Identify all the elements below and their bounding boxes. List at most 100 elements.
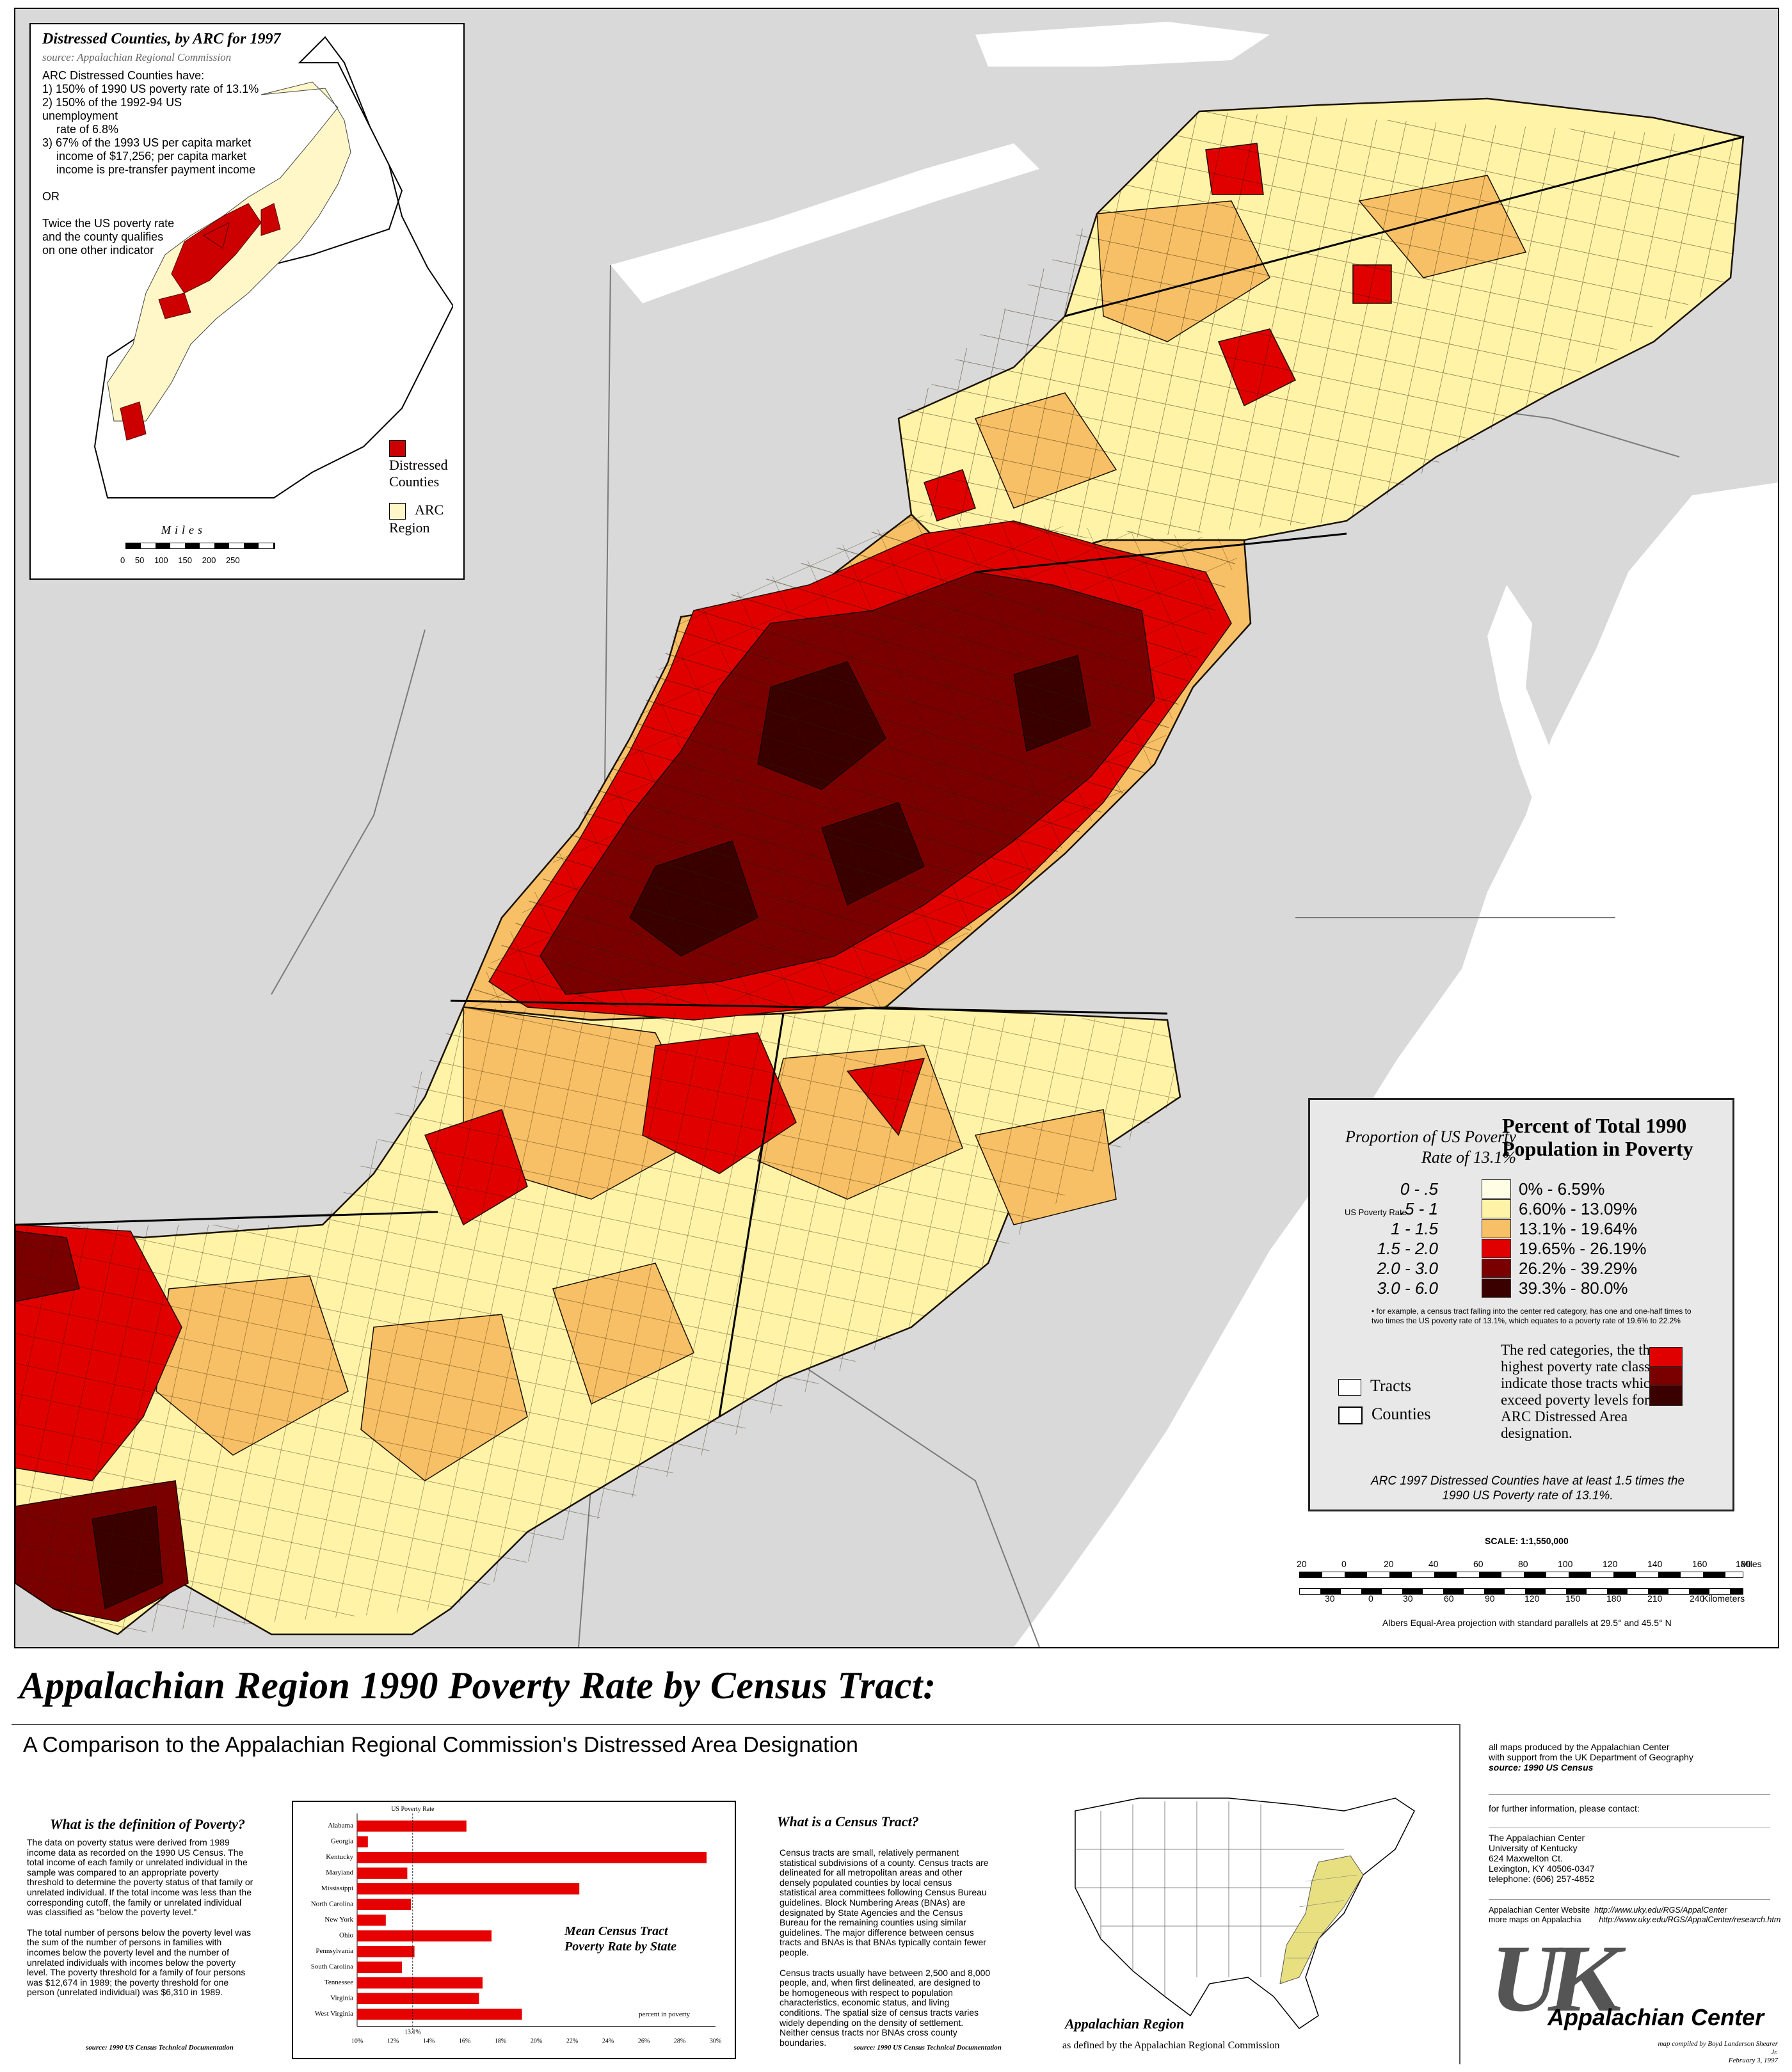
- legend-range: 26.2% - 39.29%: [1519, 1259, 1638, 1278]
- us-locator-map: [1075, 1797, 1415, 2030]
- chart-category-label: Alabama: [328, 1822, 353, 1829]
- us-map-title: Appalachian Region: [1065, 2016, 1185, 2032]
- chart-category-label: Pennsylvania: [316, 1947, 353, 1955]
- miles-unit: Miles: [1741, 1559, 1762, 1569]
- credit-line: all maps produced by the Appalachian Cen…: [1489, 1742, 1670, 1752]
- inset-legend-arc: ARC Region: [389, 502, 463, 536]
- county-swatch: [1338, 1407, 1363, 1425]
- chart-x-tick: 16%: [459, 2038, 470, 2045]
- darkred-swatch: [1649, 1366, 1683, 1387]
- address-line: Lexington, KY 40506-0347: [1489, 1863, 1595, 1874]
- tick: 120: [1524, 1593, 1540, 1604]
- criteria-line: 1) 150% of 1990 US poverty rate of 13.1%: [42, 83, 259, 95]
- chart-canvas: Alabama Georgia Kentucky Maryland Mississipp…: [311, 1806, 721, 2045]
- legend-ratio: 3.0 - 6.0: [1377, 1279, 1438, 1298]
- miles-bar: [1299, 1572, 1743, 1578]
- website-link[interactable]: http://www.uky.edu/RGS/AppalCenter: [1594, 1906, 1727, 1915]
- chart-xlabel: percent in poverty: [639, 2011, 691, 2018]
- tick: 180: [1736, 1559, 1751, 1569]
- us-rate-label: US Poverty Rate: [1345, 1207, 1407, 1217]
- page-subtitle: A Comparison to the Appalachian Regional…: [23, 1733, 858, 1757]
- paragraph: Census tracts are small, relatively perm…: [780, 1847, 989, 1957]
- scale-title: SCALE: 1:1,550,000: [1485, 1536, 1569, 1546]
- tract-definition: Census tracts are small, relatively perm…: [780, 1847, 991, 2048]
- reference-tick: 13.1%: [404, 2029, 421, 2036]
- chart-category-label: Maryland: [326, 1869, 353, 1877]
- chart-category-label: North Carolina: [311, 1901, 353, 1908]
- website-links: Appalachian Center Website http://www.uk…: [1489, 1906, 1780, 1925]
- legend-swatch: [1482, 1239, 1511, 1258]
- chart-x-tick: 20%: [531, 2038, 542, 2045]
- lake-erie: [611, 143, 1039, 303]
- scale-tick: 250: [225, 555, 240, 565]
- chart-category-label: Virginia: [330, 1995, 353, 2002]
- chart-bar: [357, 1930, 492, 1941]
- tick: 60: [1444, 1593, 1454, 1604]
- tract-heading: What is a Census Tract?: [777, 1813, 919, 1829]
- chart-x-tick: 28%: [674, 2038, 685, 2045]
- poverty-source: source: 1990 US Census Technical Documen…: [86, 2044, 234, 2052]
- web-label: more maps on Appalachia: [1489, 1915, 1581, 1924]
- distressed-counties-inset: Distressed Counties, by ARC for 1997 sou…: [29, 23, 465, 580]
- credit-line: with support from the UK Department of G…: [1489, 1752, 1693, 1762]
- chart-bar: [357, 1993, 479, 2004]
- legend-left-title: Proportion of US Poverty Rate of 13.1%: [1345, 1128, 1516, 1167]
- criteria-line: on one other indicator: [42, 244, 154, 257]
- legend-range: 0% - 6.59%: [1519, 1179, 1605, 1199]
- projection-note: Albers Equal-Area projection with standa…: [1382, 1618, 1672, 1628]
- chart-category-label: West Virginia: [315, 2010, 353, 2018]
- chart-bar: [357, 1899, 411, 1910]
- chart-x-tick: 24%: [602, 2038, 614, 2045]
- scale-tick: 100: [154, 555, 168, 565]
- inset-scale-title: Miles: [161, 523, 206, 536]
- chart-bar: [357, 1946, 415, 1957]
- legend-row: .5 - 1 6.60% - 13.09%: [1310, 1199, 1732, 1218]
- legend-row: 1 - 1.5 13.1% - 19.64%: [1310, 1219, 1732, 1238]
- page-title: Appalachian Region 1990 Poverty Rate by …: [19, 1664, 936, 1707]
- arc-state-lines: [15, 136, 1744, 1417]
- tick: 30: [1325, 1593, 1335, 1604]
- tick: 160: [1692, 1559, 1708, 1569]
- criteria-line: income of $17,256; per capita market: [56, 150, 247, 163]
- tick: 40: [1428, 1559, 1439, 1569]
- criteria-line: 2) 150% of the 1992-94 US unemployment: [42, 96, 182, 122]
- research-link[interactable]: http://www.uky.edu/RGS/AppalCenter/resea…: [1599, 1915, 1781, 1924]
- us-map-caption: as defined by the Appalachian Regional C…: [1062, 2040, 1280, 2051]
- paragraph: The total number of persons below the po…: [27, 1927, 252, 1998]
- chart-x-tick: 26%: [638, 2038, 650, 2045]
- reference-label: US Poverty Rate: [391, 1806, 435, 1813]
- counties-label: Counties: [1372, 1405, 1431, 1423]
- appalachian-center-logo-text: Appalachian Center: [1548, 2004, 1764, 2030]
- bottom-panel-frame: [12, 1724, 1460, 2064]
- chart-bar: [357, 1977, 483, 1989]
- tracts-legend: Tracts: [1338, 1376, 1411, 1396]
- chart-category-label: Tennessee: [324, 1979, 353, 1986]
- tick: 240: [1690, 1593, 1705, 1604]
- legend-ratio: .5 - 1: [1400, 1199, 1438, 1218]
- tract-swatch: [1338, 1379, 1361, 1396]
- tick: 30: [1403, 1593, 1413, 1604]
- tick: 60: [1473, 1559, 1484, 1569]
- chart-x-tick: 14%: [423, 2038, 435, 2045]
- chart-bar: [357, 1852, 707, 1863]
- credit-source: source: 1990 US Census: [1489, 1762, 1594, 1773]
- poverty-definition: The data on poverty status were derived …: [27, 1837, 257, 1998]
- web-label: Appalachian Center Website: [1489, 1906, 1590, 1915]
- chart-bar: [357, 1867, 408, 1879]
- legend-swatch: [1482, 1199, 1511, 1218]
- tick: 100: [1558, 1559, 1573, 1569]
- compiler: map compiled by Boyd Landerson Shearer J…: [1658, 2040, 1778, 2056]
- legend-footnote: • for example, a census tract falling in…: [1372, 1307, 1692, 1325]
- darkest-swatch: [1649, 1385, 1683, 1406]
- legend-ratio: 0 - .5: [1400, 1179, 1438, 1199]
- inset-title: Distressed Counties, by ARC for 1997: [42, 31, 281, 47]
- criteria-line: Twice the US poverty rate: [42, 217, 175, 230]
- legend-swatch-distressed: [389, 440, 406, 457]
- legend-range: 13.1% - 19.64%: [1519, 1219, 1638, 1238]
- address-line: telephone: (606) 257-4852: [1489, 1874, 1595, 1884]
- compile-date: February 3, 1997: [1728, 2057, 1778, 2064]
- chart-category-label: Mississippi: [321, 1885, 353, 1892]
- chart-bar: [357, 1961, 402, 1973]
- tick: 20: [1384, 1559, 1394, 1569]
- chart-bar: [357, 1883, 580, 1895]
